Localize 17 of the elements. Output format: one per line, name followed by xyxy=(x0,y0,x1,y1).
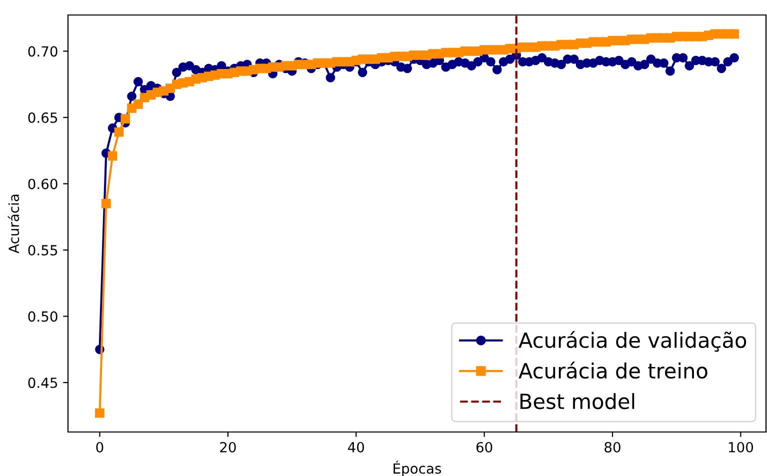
y-tick-label: 0.55 xyxy=(28,244,58,256)
legend-label: Acurácia de treino xyxy=(518,362,708,379)
x-tick-label: 100 xyxy=(728,442,754,452)
y-tick-label: 0.50 xyxy=(28,311,58,322)
y-tick-label: 0.45 xyxy=(28,378,58,388)
x-tick-label: 0 xyxy=(96,442,104,452)
y-tick-label: 0.65 xyxy=(28,112,58,123)
y-tick-label: 0.70 xyxy=(28,46,58,57)
x-tick-label: 60 xyxy=(476,442,492,452)
y-axis-title: Acurácia xyxy=(8,194,20,254)
x-tick-label: 40 xyxy=(348,442,364,452)
legend-label: Acurácia de validação xyxy=(518,331,746,352)
x-tick-label: 80 xyxy=(604,442,620,452)
y-tick-label: 0.60 xyxy=(28,178,58,190)
x-axis-title: Épocas xyxy=(394,460,442,476)
x-tick-label: 20 xyxy=(220,442,236,452)
ref-line-label: Best model xyxy=(520,393,634,410)
